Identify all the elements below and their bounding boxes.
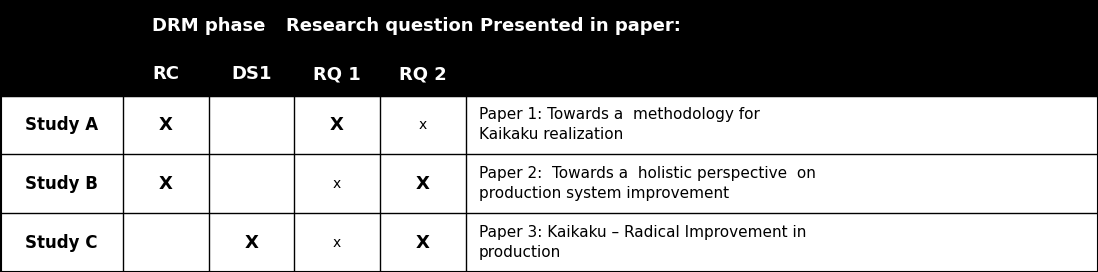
Text: X: X — [159, 175, 172, 193]
Bar — [0, 53, 1098, 95]
Text: Research question: Research question — [287, 17, 473, 35]
Text: DS1: DS1 — [232, 65, 271, 83]
Text: Study A: Study A — [25, 116, 98, 134]
Text: DRM phase: DRM phase — [152, 17, 266, 35]
Bar — [0, 0, 1098, 53]
Text: x: x — [418, 118, 427, 132]
Text: x: x — [333, 177, 341, 191]
Text: X: X — [330, 116, 344, 134]
Text: X: X — [159, 116, 172, 134]
Text: x: x — [333, 236, 341, 249]
Text: RQ 2: RQ 2 — [399, 65, 447, 83]
Bar — [0, 95, 1098, 154]
Text: Paper 2:  Towards a  holistic perspective  on
production system improvement: Paper 2: Towards a holistic perspective … — [479, 166, 816, 201]
Text: Study C: Study C — [25, 234, 98, 252]
Text: Presented in paper:: Presented in paper: — [480, 17, 681, 35]
Text: RC: RC — [153, 65, 179, 83]
Text: X: X — [416, 234, 429, 252]
Text: X: X — [245, 234, 258, 252]
Text: X: X — [416, 175, 429, 193]
Text: Study B: Study B — [25, 175, 98, 193]
Text: RQ 1: RQ 1 — [313, 65, 361, 83]
Bar — [0, 154, 1098, 213]
Text: Paper 3: Kaikaku – Radical Improvement in
production: Paper 3: Kaikaku – Radical Improvement i… — [479, 225, 806, 260]
Bar — [0, 213, 1098, 272]
Text: Paper 1: Towards a  methodology for
Kaikaku realization: Paper 1: Towards a methodology for Kaika… — [479, 107, 760, 142]
